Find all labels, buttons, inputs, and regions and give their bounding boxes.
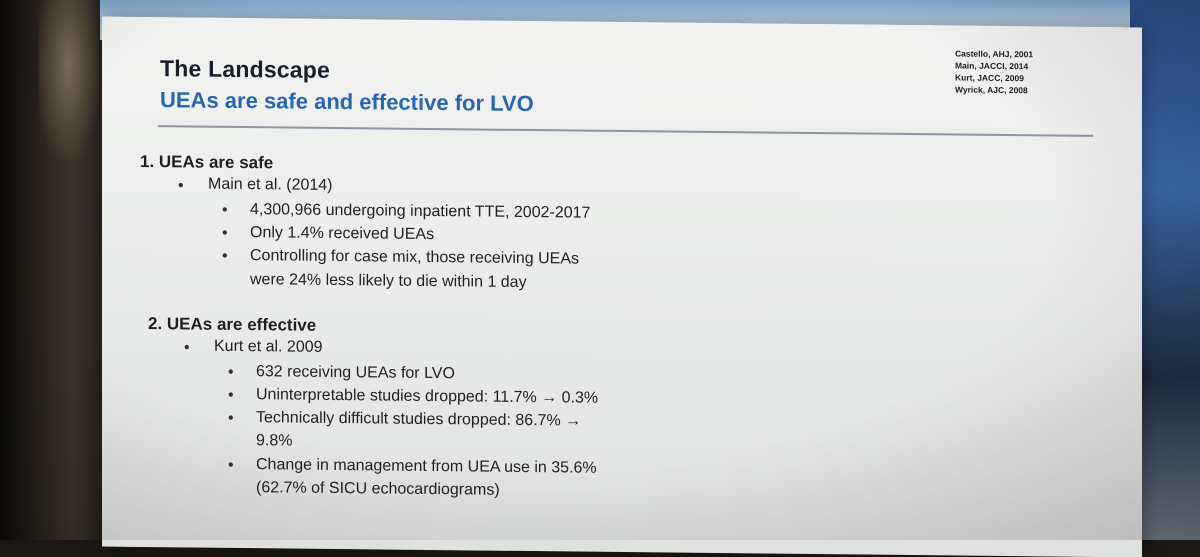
presentation-slide: The Landscape UEAs are safe and effectiv… (102, 16, 1142, 557)
point-change-in-management: Change in management from UEA use in 35.… (256, 456, 597, 477)
reference-list: Castello, AHJ, 2001 Main, JACCI, 2014 Ku… (955, 47, 1033, 96)
title-divider (158, 125, 1093, 137)
section-heading-safe: 1. UEAs are safe (140, 151, 274, 173)
point-inpatient-tte: 4,300,966 undergoing inpatient TTE, 2002… (250, 201, 591, 222)
bullet-icon: • (222, 201, 228, 219)
bullet-icon: • (184, 339, 190, 357)
background-audience-left (0, 0, 120, 540)
bullet-icon: • (178, 177, 184, 195)
reference-item: Wyrick, AJC, 2008 (955, 84, 1028, 96)
study-main-2014: Main et al. (2014) (208, 175, 333, 194)
slide-subtitle: UEAs are safe and effective for LVO (160, 87, 534, 117)
bullet-icon: • (222, 224, 228, 242)
point-received-ueas: Only 1.4% received UEAs (250, 224, 435, 244)
reference-item: Main, JACCI, 2014 (955, 60, 1029, 72)
slide-title: The Landscape (160, 55, 331, 83)
point-technically-difficult-cont: 9.8% (256, 432, 293, 450)
point-uninterpretable: Uninterpretable studies dropped: 11.7% →… (256, 386, 599, 407)
point-case-mix: Controlling for case mix, those receivin… (250, 247, 580, 268)
point-sicu-echo: (62.7% of SICU echocardiograms) (256, 479, 500, 499)
bullet-icon: • (222, 247, 228, 265)
point-632-receiving: 632 receiving UEAs for LVO (256, 363, 455, 383)
bullet-icon: • (228, 456, 234, 474)
bullet-icon: • (228, 386, 234, 404)
bullet-icon: • (228, 409, 234, 427)
bullet-icon: • (228, 363, 234, 381)
reference-item: Kurt, JACC, 2009 (955, 72, 1024, 84)
point-case-mix-cont: were 24% less likely to die within 1 day (250, 271, 527, 292)
study-kurt-2009: Kurt et al. 2009 (214, 337, 323, 356)
reference-item: Castello, AHJ, 2001 (955, 48, 1034, 60)
point-technically-difficult: Technically difficult studies dropped: 8… (256, 409, 582, 430)
section-heading-effective: 2. UEAs are effective (148, 314, 317, 335)
